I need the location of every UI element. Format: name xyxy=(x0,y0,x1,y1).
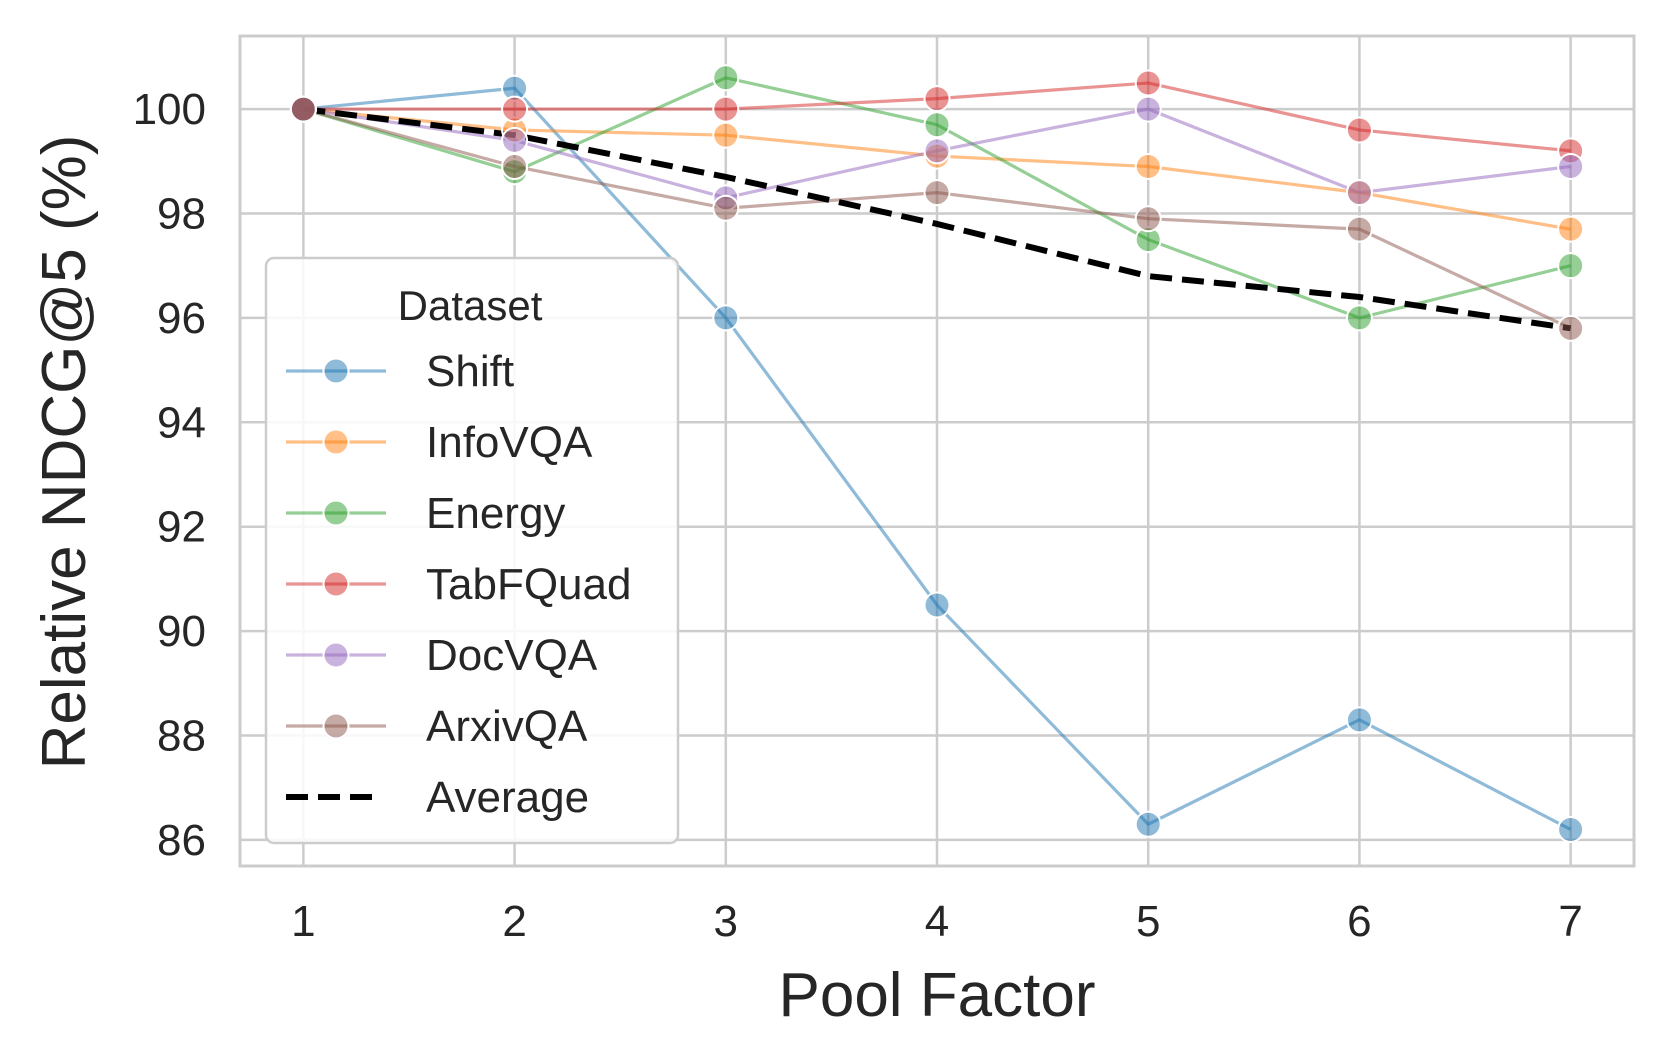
data-point-arxivqa xyxy=(923,179,951,207)
data-point-tabfquad xyxy=(923,85,951,113)
legend-swatch-marker-energy xyxy=(322,499,350,527)
data-point-tabfquad xyxy=(1345,116,1373,144)
x-tick-label: 6 xyxy=(1347,897,1371,946)
data-point-infovqa xyxy=(1134,153,1162,181)
x-tick-label: 7 xyxy=(1558,897,1582,946)
data-point-energy xyxy=(712,64,740,92)
x-tick-label: 5 xyxy=(1136,897,1160,946)
data-point-infovqa xyxy=(1557,215,1585,243)
series-points xyxy=(289,64,1585,843)
data-point-shift xyxy=(923,591,951,619)
x-tick-label: 2 xyxy=(502,897,526,946)
data-point-shift xyxy=(1134,810,1162,838)
data-point-energy xyxy=(1345,304,1373,332)
legend-swatch-marker-shift xyxy=(322,357,350,385)
data-point-shift xyxy=(1345,706,1373,734)
x-tick-label: 1 xyxy=(291,897,315,946)
legend-box xyxy=(264,256,680,845)
data-point-arxivqa xyxy=(712,194,740,222)
plot-frame xyxy=(238,34,1636,868)
x-axis-label: Pool Factor xyxy=(778,961,1095,1030)
y-tick-label: 98 xyxy=(157,189,206,238)
axes xyxy=(238,34,1636,868)
data-point-arxivqa xyxy=(1345,215,1373,243)
data-point-arxivqa xyxy=(289,95,317,123)
legend-label-energy: Energy xyxy=(426,489,565,538)
data-point-energy xyxy=(923,111,951,139)
legend-title: Dataset xyxy=(398,282,543,329)
y-axis-label: Relative NDCG@5 (%) xyxy=(30,135,99,770)
x-tick-label: 4 xyxy=(925,897,949,946)
y-tick-label: 96 xyxy=(157,294,206,343)
legend-label-arxivqa: ArxivQA xyxy=(426,702,588,751)
data-point-docvqa xyxy=(1345,179,1373,207)
data-point-docvqa xyxy=(1557,153,1585,181)
tick-labels: 1 2 3 4 5 6 7 86 88 90 92 94 96 98 100 xyxy=(133,85,1583,946)
legend-swatch-marker-arxivqa xyxy=(322,712,350,740)
data-point-tabfquad xyxy=(712,95,740,123)
data-point-docvqa xyxy=(1134,95,1162,123)
legend: Dataset Shift InfoVQA Energy TabFQuad DocVQA A… xyxy=(264,256,680,845)
data-point-shift xyxy=(712,304,740,332)
data-point-docvqa xyxy=(923,137,951,165)
data-point-tabfquad xyxy=(1134,69,1162,97)
y-tick-label: 94 xyxy=(157,398,206,447)
data-point-infovqa xyxy=(712,121,740,149)
y-tick-label: 92 xyxy=(157,503,206,552)
y-tick-label: 86 xyxy=(157,816,206,865)
legend-swatch-marker-infovqa xyxy=(322,428,350,456)
data-point-docvqa xyxy=(501,126,529,154)
y-tick-label: 88 xyxy=(157,711,206,760)
data-point-energy xyxy=(1557,252,1585,280)
legend-label-infovqa: InfoVQA xyxy=(426,418,593,467)
data-point-arxivqa xyxy=(1557,314,1585,342)
data-point-shift xyxy=(1557,815,1585,843)
data-point-arxivqa xyxy=(1134,205,1162,233)
legend-label-average: Average xyxy=(426,773,589,822)
legend-label-docvqa: DocVQA xyxy=(426,631,598,680)
legend-swatch-marker-tabfquad xyxy=(322,570,350,598)
legend-swatch-marker-docvqa xyxy=(322,641,350,669)
y-tick-label: 90 xyxy=(157,607,206,656)
y-tick-label: 100 xyxy=(133,85,206,134)
data-point-tabfquad xyxy=(501,95,529,123)
legend-label-shift: Shift xyxy=(426,347,514,396)
data-point-arxivqa xyxy=(501,153,529,181)
x-tick-label: 3 xyxy=(714,897,738,946)
legend-label-tabfquad: TabFQuad xyxy=(426,560,631,609)
